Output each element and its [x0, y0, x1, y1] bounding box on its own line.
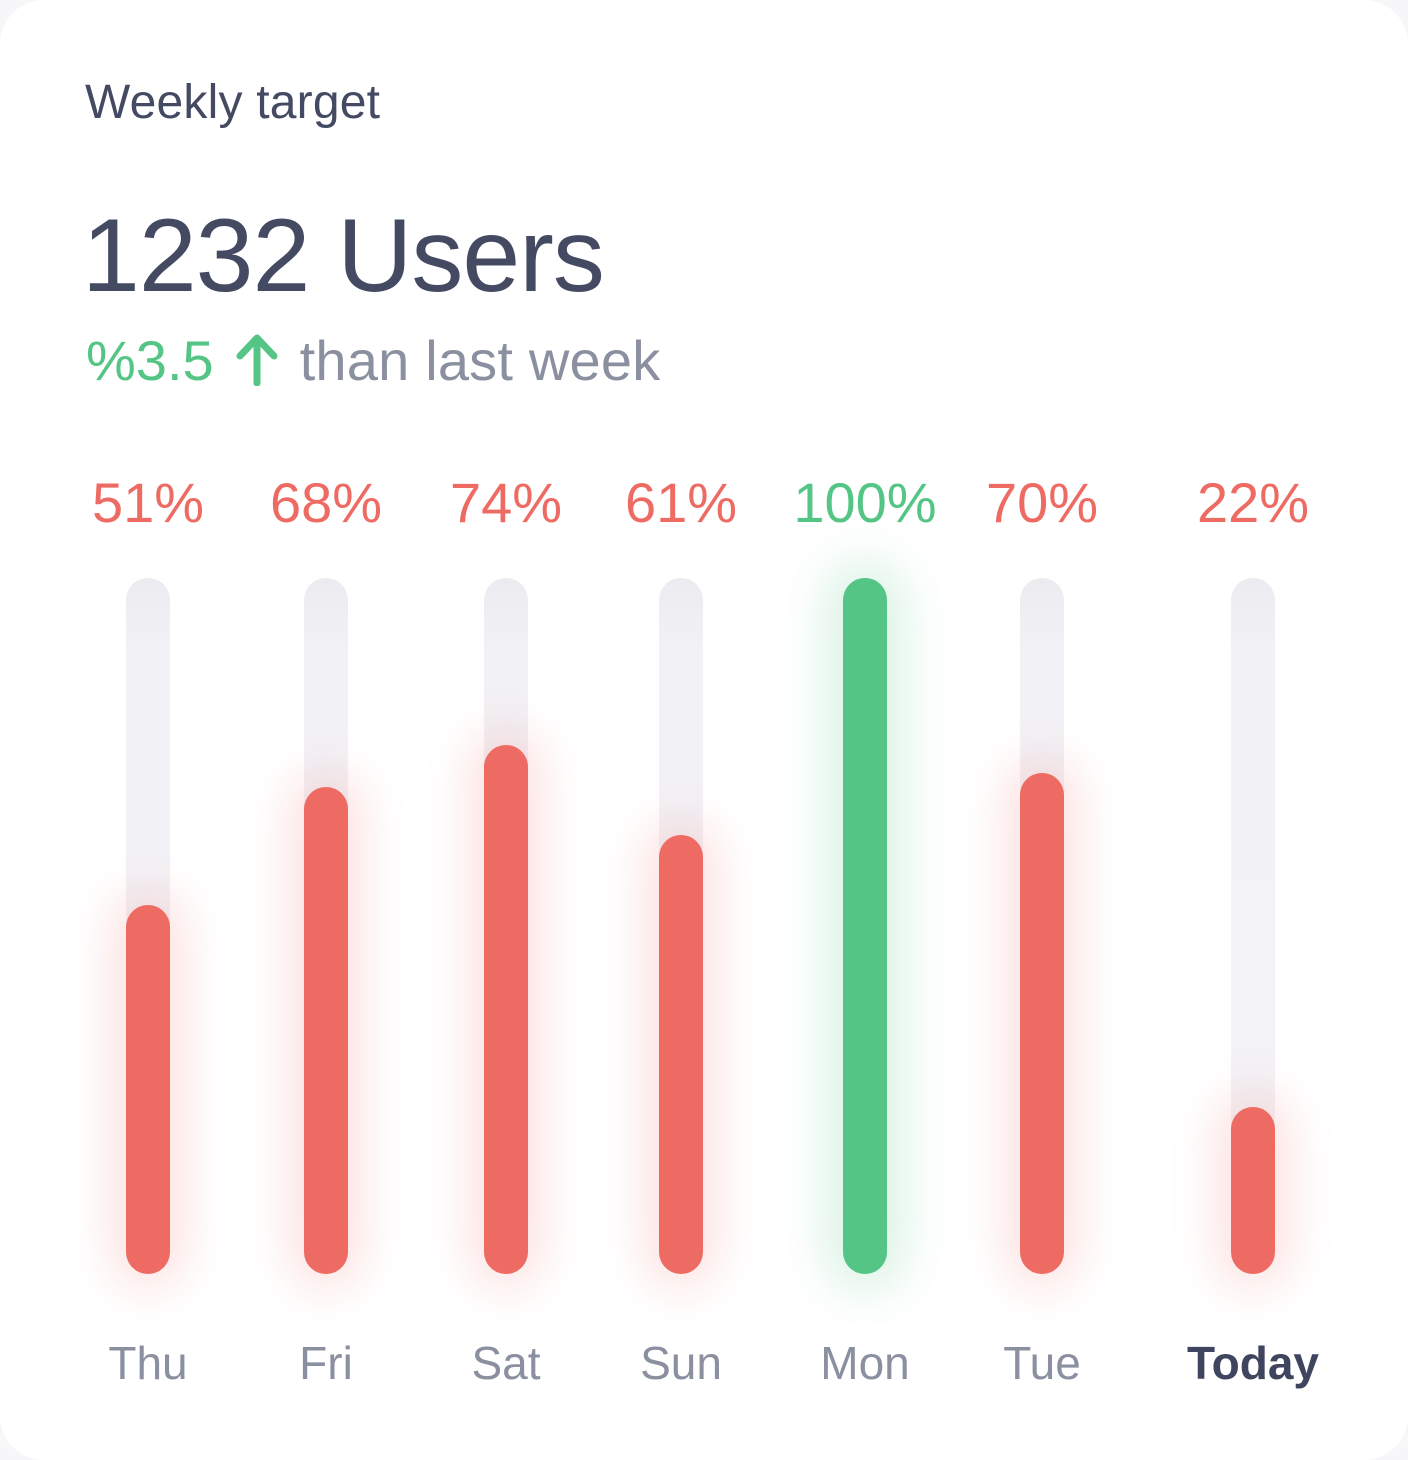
bar-value-label: 51%: [91, 471, 205, 534]
users-count: 1232 Users: [82, 198, 605, 314]
bar-column: 70% Tue: [962, 470, 1122, 1390]
bar-value-label: 22%: [1196, 471, 1310, 534]
bar-column: 61% Sun: [601, 470, 761, 1390]
bar-fill: [126, 905, 170, 1274]
bar-column: 22% Today: [1173, 470, 1333, 1390]
bar-track: [659, 578, 703, 1274]
bar-column: 100% Mon: [785, 470, 945, 1390]
bar-value-label: 70%: [985, 471, 1099, 534]
bar-value-label: 100%: [793, 471, 937, 534]
bar-fill: [843, 578, 887, 1274]
bar-track: [1020, 578, 1064, 1274]
delta-value: %3.5: [86, 329, 214, 392]
delta-row: %3.5 than last week: [86, 330, 660, 392]
bar-day-label: Fri: [299, 1337, 353, 1389]
bar-column: 68% Fri: [246, 470, 406, 1390]
delta-caption: than last week: [299, 329, 661, 392]
bar-track: [843, 578, 887, 1274]
bar-value-label: 74%: [449, 471, 563, 534]
weekly-bar-chart: 51% Thu 68% Fri 74% Sat 61% Sun 100% Mon: [0, 470, 1408, 1400]
bar-column: 74% Sat: [426, 470, 586, 1390]
bar-fill: [484, 744, 528, 1274]
bar-track: [126, 578, 170, 1274]
bar-day-label: Thu: [108, 1337, 188, 1389]
bar-column: 51% Thu: [68, 470, 228, 1390]
bar-track: [304, 578, 348, 1274]
bar-fill: [659, 835, 703, 1274]
bar-day-label: Mon: [820, 1337, 910, 1389]
bar-day-label: Today: [1186, 1337, 1320, 1389]
bar-day-label: Sat: [471, 1337, 541, 1389]
arrow-up-icon: [236, 334, 278, 386]
bar-fill: [1231, 1106, 1275, 1274]
bar-track: [1231, 578, 1275, 1274]
bar-fill: [1020, 772, 1064, 1274]
bar-fill: [304, 786, 348, 1274]
bar-value-label: 68%: [269, 471, 383, 534]
bar-track: [484, 578, 528, 1274]
bar-day-label: Tue: [1003, 1337, 1081, 1389]
card-title: Weekly target: [85, 76, 381, 129]
bar-day-label: Sun: [640, 1337, 722, 1389]
bar-value-label: 61%: [624, 471, 738, 534]
